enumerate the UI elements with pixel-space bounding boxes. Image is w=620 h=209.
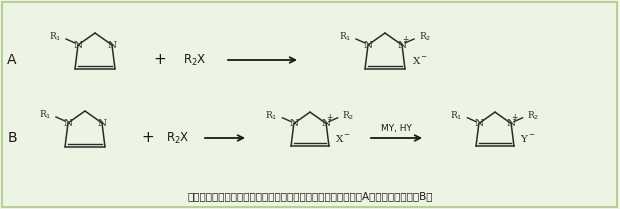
Text: R$_2$: R$_2$ — [419, 31, 432, 43]
Text: +: + — [154, 52, 166, 68]
Text: R$_1$: R$_1$ — [450, 110, 463, 122]
Text: N: N — [63, 119, 73, 127]
Text: R$_1$: R$_1$ — [339, 31, 351, 43]
Text: R$_2$X: R$_2$X — [184, 52, 207, 68]
Text: +: + — [326, 113, 332, 122]
Text: N: N — [73, 41, 82, 50]
Text: Y$^-$: Y$^-$ — [520, 133, 536, 144]
Text: R$_2$X: R$_2$X — [166, 130, 190, 145]
Text: +: + — [402, 34, 408, 43]
Text: +: + — [141, 130, 154, 145]
Text: R$_1$: R$_1$ — [265, 110, 278, 122]
Text: N: N — [322, 119, 330, 128]
Text: N: N — [397, 41, 407, 50]
Text: A: A — [7, 53, 17, 67]
Text: X$^-$: X$^-$ — [335, 133, 352, 144]
Text: MY, HY: MY, HY — [381, 125, 412, 134]
Text: N: N — [474, 119, 484, 128]
Text: B: B — [7, 131, 17, 145]
Text: N: N — [97, 119, 107, 127]
Text: 离子液体的合成方法（以咪唑类离子液体为例）：直接合成法（A）和两步合成法（B）: 离子液体的合成方法（以咪唑类离子液体为例）：直接合成法（A）和两步合成法（B） — [187, 191, 433, 201]
Text: N: N — [363, 41, 373, 50]
Text: X$^-$: X$^-$ — [412, 56, 428, 66]
Text: R$_1$: R$_1$ — [48, 31, 61, 43]
FancyBboxPatch shape — [2, 2, 617, 207]
Text: N: N — [290, 119, 298, 128]
Text: N: N — [107, 41, 117, 50]
Text: +: + — [511, 113, 517, 122]
Text: R$_1$: R$_1$ — [38, 109, 51, 121]
Text: R$_2$: R$_2$ — [527, 110, 539, 122]
Text: R$_2$: R$_2$ — [342, 110, 355, 122]
Text: N: N — [507, 119, 516, 128]
